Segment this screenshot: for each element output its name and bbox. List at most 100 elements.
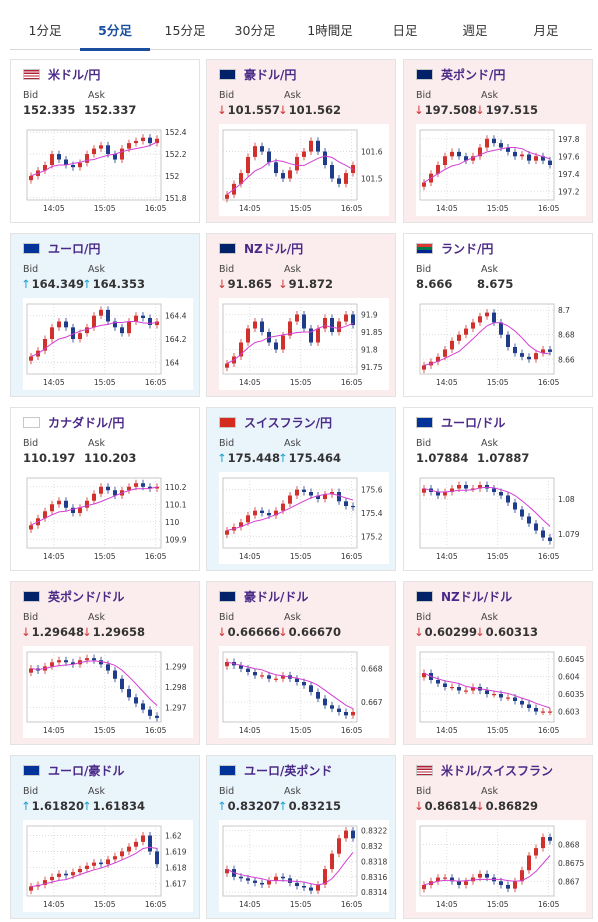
mini-chart[interactable]: 0.8322 0.832 0.8318 0.8316 0.8314 14:05 15:05 1… [219, 820, 389, 912]
card-title[interactable]: 豪ドル/ドル [219, 588, 308, 604]
candle-body [141, 315, 145, 318]
candle-body [274, 162, 278, 174]
candle-body [267, 151, 271, 163]
up-arrow-icon: ↑ [21, 277, 31, 291]
x-tick-label: 14:05 [436, 378, 458, 387]
pair-name[interactable]: ユーロ/英ポンド [244, 763, 333, 778]
chart-frame [419, 303, 555, 375]
tab-30min[interactable]: 30分足 [234, 23, 276, 38]
mini-chart[interactable]: 1.08 1.079 14:05 15:05 16:05 [416, 472, 586, 564]
pair-name[interactable]: 米ドル/スイスフラン [441, 763, 554, 778]
candle-body [141, 483, 145, 487]
tab-15min[interactable]: 15分足 [164, 23, 206, 38]
mini-chart[interactable]: 110.2 110.1 110 109.9 14:05 15:05 16:05 [23, 472, 193, 564]
card-title[interactable]: スイスフラン/円 [219, 414, 332, 430]
mini-chart[interactable]: 1.299 1.298 1.297 14:05 15:05 16:05 [23, 646, 193, 738]
candle-body [43, 880, 47, 885]
ask-value: 8.675 [477, 277, 514, 291]
pair-name[interactable]: 英ポンド/円 [441, 67, 506, 82]
candle-body [534, 708, 538, 712]
card-title[interactable]: カナダドル/円 [23, 414, 124, 430]
mini-chart[interactable]: 152.4 152.2 152 151.8 14:05 15:05 16:05 [23, 124, 193, 216]
mini-chart[interactable]: 0.668 0.667 14:05 15:05 16:05 [219, 646, 389, 738]
bid-value: ↑1.61820 [21, 799, 85, 813]
candle-body [99, 486, 103, 494]
pair-name[interactable]: カナダドル/円 [48, 415, 125, 430]
rate-card[interactable]: 米ドル/円 Bid Ask 152.335 152.337 152.4 152.2… [10, 59, 200, 223]
bid-label: Bid [219, 786, 235, 797]
card-title[interactable]: 英ポンド/ドル [23, 588, 124, 604]
rate-card[interactable]: 豪ドル/円 Bid Ask ↓101.557 ↓101.562 101.6 101… [206, 59, 396, 223]
card-title[interactable]: NZドル/ドル [416, 588, 512, 604]
rate-card[interactable]: ユーロ/円 Bid Ask ↑164.349 ↑164.353 164.4 164… [10, 233, 200, 397]
tab-1hour[interactable]: 1時間足 [307, 23, 353, 38]
pair-name[interactable]: NZドル/ドル [441, 589, 513, 604]
mini-chart[interactable]: 164.4 164.2 164 14:05 15:05 16:05 [23, 298, 193, 390]
pair-name[interactable]: 豪ドル/円 [244, 67, 297, 82]
rate-card[interactable]: カナダドル/円 Bid Ask 110.197 110.203 110.2 110… [10, 407, 200, 571]
mini-chart[interactable]: 0.6045 0.604 0.6035 0.603 14:05 15:05 16:05 [416, 646, 586, 738]
tab-1min[interactable]: 1分足 [28, 23, 62, 38]
candle-body [506, 884, 510, 889]
pair-name[interactable]: 豪ドル/ドル [244, 589, 309, 604]
moving-average-line [423, 672, 551, 709]
rate-card[interactable]: 英ポンド/円 Bid Ask ↓197.508 ↓197.515 197.8 19… [403, 59, 593, 223]
card-title[interactable]: 英ポンド/円 [416, 66, 505, 82]
card-title[interactable]: NZドル/円 [219, 240, 303, 256]
rate-card[interactable]: ランド/円 Bid Ask 8.666 8.675 8.7 8.68 8.66 14:… [403, 233, 593, 397]
pair-name[interactable]: NZドル/円 [244, 241, 304, 256]
chart-frame [26, 129, 162, 201]
mini-chart[interactable]: 0.868 0.8675 0.867 14:05 15:05 16:05 [416, 820, 586, 912]
candle-body [225, 194, 229, 199]
rate-card[interactable]: ユーロ/豪ドル Bid Ask ↑1.61820 ↑1.61834 1.62 1.… [10, 755, 200, 919]
candle-body [85, 865, 89, 869]
rate-card[interactable]: 英ポンド/ドル Bid Ask ↓1.29648 ↓1.29658 1.299 1… [10, 581, 200, 745]
card-title[interactable]: 米ドル/円 [23, 66, 100, 82]
mini-chart[interactable]: 175.6 175.4 175.2 14:05 15:05 16:05 [219, 472, 389, 564]
pair-name[interactable]: ユーロ/ドル [441, 415, 506, 430]
candle-body [520, 353, 524, 357]
candle-body [443, 156, 447, 165]
candle-body [316, 495, 320, 499]
mini-chart[interactable]: 8.7 8.68 8.66 14:05 15:05 16:05 [416, 298, 586, 390]
tab-5min[interactable]: 5分足 [80, 0, 150, 51]
mini-chart[interactable]: 1.62 1.619 1.618 1.617 14:05 15:05 16:05 [23, 820, 193, 912]
candle-body [148, 137, 152, 144]
card-title[interactable]: 米ドル/スイスフラン [416, 762, 553, 778]
card-title[interactable]: ランド/円 [416, 240, 493, 256]
rate-card[interactable]: スイスフラン/円 Bid Ask ↑175.448 ↑175.464 175.6… [206, 407, 396, 571]
card-title[interactable]: ユーロ/英ポンド [219, 762, 332, 778]
mini-chart[interactable]: 91.9 91.85 91.8 91.75 14:05 15:05 16:05 [219, 298, 389, 390]
rate-card[interactable]: ユーロ/英ポンド Bid Ask ↑0.83207 ↑0.83215 0.832… [206, 755, 396, 919]
candle-body [548, 349, 552, 352]
candle-body [43, 339, 47, 351]
candle-body [344, 173, 348, 184]
card-title[interactable]: 豪ドル/円 [219, 66, 296, 82]
tab-daily[interactable]: 日足 [392, 23, 418, 38]
card-title[interactable]: ユーロ/豪ドル [23, 762, 124, 778]
candle-body [57, 321, 61, 328]
candle-body [541, 156, 545, 161]
card-title[interactable]: ユーロ/ドル [416, 414, 505, 430]
y-tick-label: 1.618 [165, 863, 187, 872]
mini-chart[interactable]: 197.8 197.6 197.4 197.2 14:05 15:05 16:05 [416, 124, 586, 216]
pair-name[interactable]: 英ポンド/ドル [48, 589, 125, 604]
rate-card[interactable]: 豪ドル/ドル Bid Ask ↓0.66666 ↓0.66670 0.668 0.… [206, 581, 396, 745]
mini-chart[interactable]: 101.6 101.5 14:05 15:05 16:05 [219, 124, 389, 216]
pair-name[interactable]: スイスフラン/円 [244, 415, 333, 430]
pair-name[interactable]: ユーロ/豪ドル [48, 763, 125, 778]
rate-card[interactable]: NZドル/円 Bid Ask ↓91.865 ↓91.872 91.9 91.85… [206, 233, 396, 397]
y-tick-label: 8.68 [558, 331, 575, 340]
pair-name[interactable]: 米ドル/円 [48, 67, 101, 82]
rate-card[interactable]: 米ドル/スイスフラン Bid Ask ↓0.86814 ↓0.86829 0.8… [403, 755, 593, 919]
ask-label: Ask [284, 438, 301, 449]
card-title[interactable]: ユーロ/円 [23, 240, 100, 256]
candle-body [436, 356, 440, 362]
rate-card[interactable]: NZドル/ドル Bid Ask ↓0.60299 ↓0.60313 0.6045… [403, 581, 593, 745]
tab-monthly[interactable]: 月足 [533, 23, 559, 38]
rate-card[interactable]: ユーロ/ドル Bid Ask 1.07884 1.07887 1.08 1.079… [403, 407, 593, 571]
tab-weekly[interactable]: 週足 [462, 23, 488, 38]
pair-name[interactable]: ユーロ/円 [48, 241, 101, 256]
down-arrow-icon: ↓ [475, 103, 485, 117]
pair-name[interactable]: ランド/円 [441, 241, 494, 256]
